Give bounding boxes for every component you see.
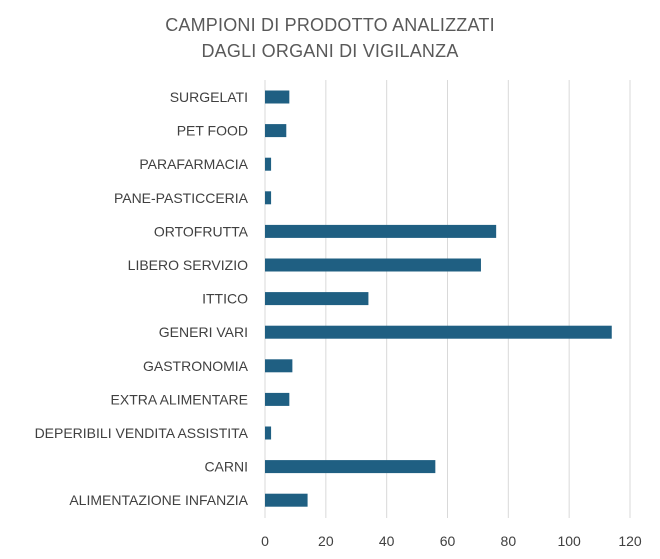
category-label: ITTICO [202,291,248,307]
category-label: PET FOOD [177,123,248,139]
chart-title-line-1: CAMPIONI DI PRODOTTO ANALIZZATI [165,15,495,35]
chart-title-line-2: DAGLI ORGANI DI VIGILANZA [201,41,459,61]
x-tick-label: 20 [318,533,334,549]
bar [265,392,290,406]
category-label: ORTOFRUTTA [154,223,249,239]
category-label: GENERI VARI [159,324,248,340]
bar [265,90,290,104]
bar [265,157,272,171]
category-label: ALIMENTAZIONE INFANZIA [69,492,248,508]
category-label: EXTRA ALIMENTARE [111,391,248,407]
x-tick-label: 40 [379,533,395,549]
bar [265,493,308,507]
bar [265,224,497,238]
bar [265,258,481,272]
category-label: PARAFARMACIA [139,156,248,172]
bar [265,426,272,440]
category-label: SURGELATI [170,89,248,105]
bar [265,460,436,474]
bar [265,124,287,138]
x-tick-label: 120 [618,533,642,549]
bar [265,359,293,373]
category-label: CARNI [204,459,248,475]
category-label: LIBERO SERVIZIO [128,257,248,273]
chart-title: CAMPIONI DI PRODOTTO ANALIZZATI DAGLI OR… [0,12,660,64]
bar [265,191,272,205]
category-label: GASTRONOMIA [143,358,249,374]
bar [265,292,369,306]
x-tick-label: 80 [501,533,517,549]
category-label: DEPERIBILI VENDITA ASSISTITA [35,425,249,441]
x-tick-label: 60 [440,533,456,549]
x-tick-label: 100 [557,533,581,549]
category-label: PANE-PASTICCERIA [114,190,249,206]
bar [265,325,612,339]
x-tick-label: 0 [261,533,269,549]
